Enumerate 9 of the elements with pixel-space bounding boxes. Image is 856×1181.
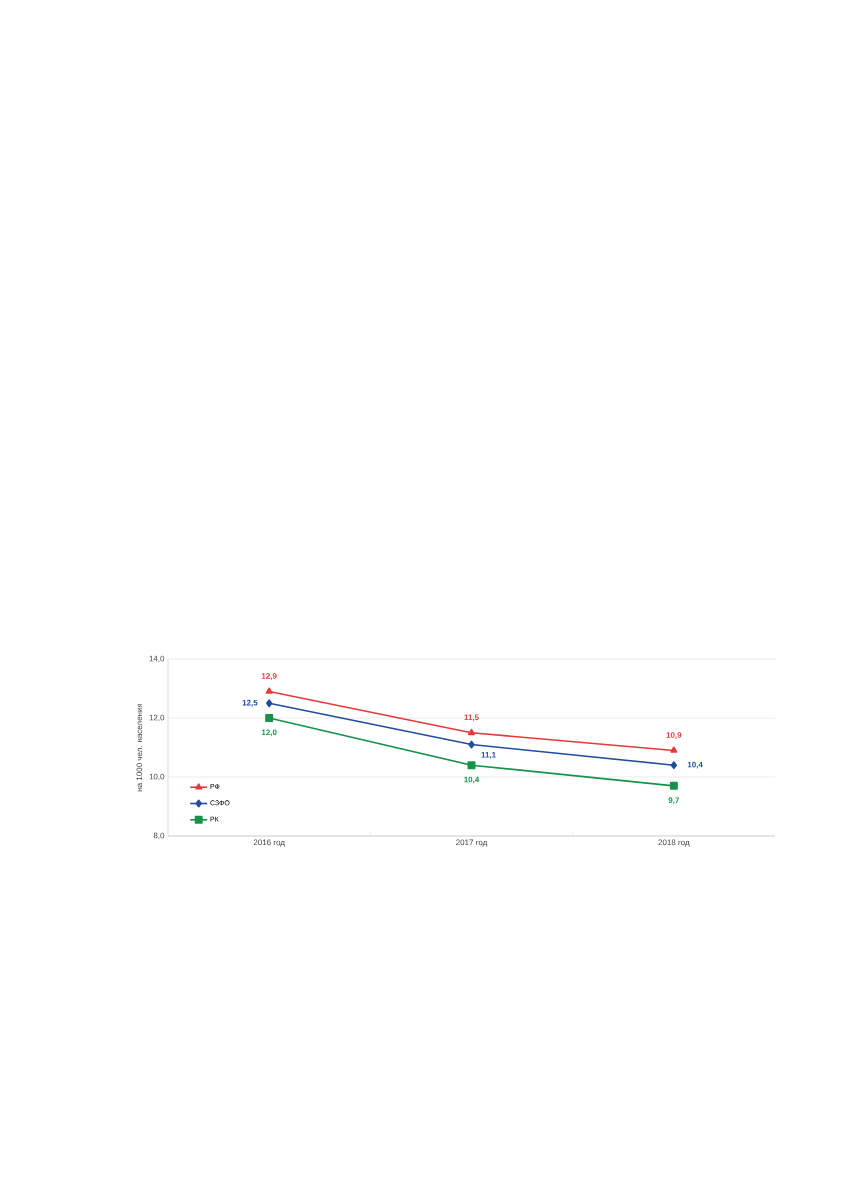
point xyxy=(265,687,273,694)
point xyxy=(265,714,274,722)
point xyxy=(670,746,678,753)
point xyxy=(467,728,476,736)
point xyxy=(265,699,273,708)
point xyxy=(467,761,476,770)
point xyxy=(670,761,678,770)
point xyxy=(468,740,475,749)
point xyxy=(669,781,678,790)
